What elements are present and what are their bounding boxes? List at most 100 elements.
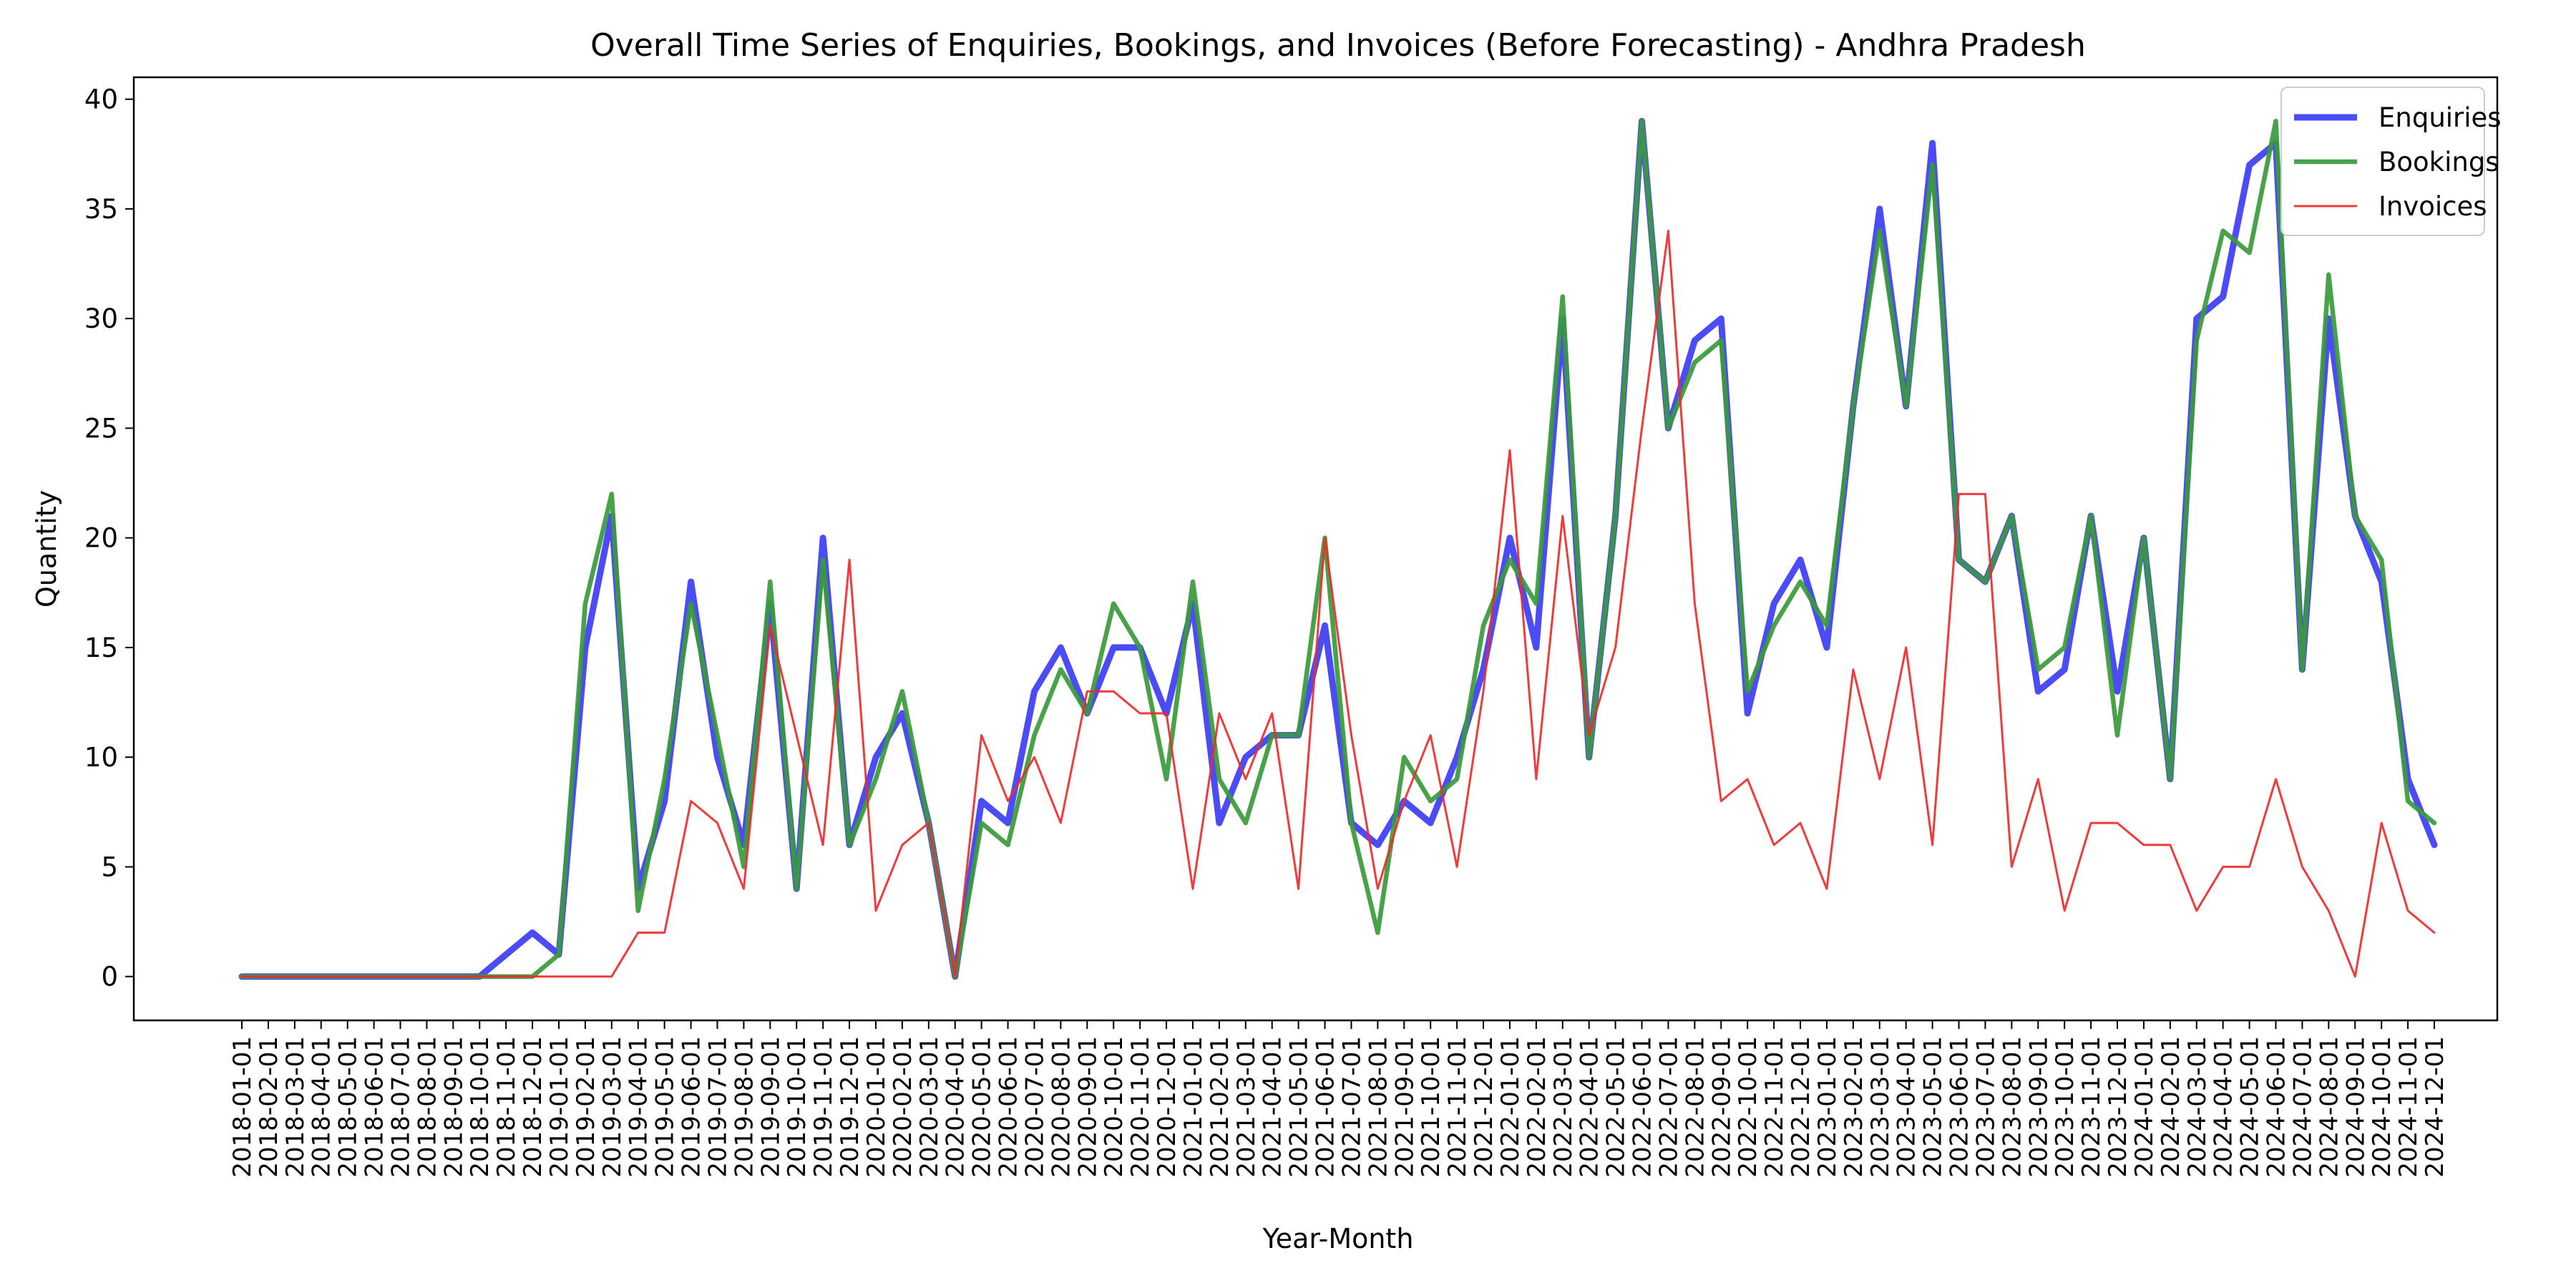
x-tick-label: 2020-02-01 [889,1036,917,1178]
x-tick-label: 2022-08-01 [1681,1036,1709,1178]
x-tick-label: 2024-10-01 [2368,1036,2396,1178]
chart-title: Overall Time Series of Enquiries, Bookin… [590,27,2086,64]
x-tick-label: 2021-03-01 [1232,1036,1261,1178]
legend-label-enquiries: Enquiries [2379,102,2502,133]
series-line-invoices [240,230,2436,978]
y-tick-label: 20 [84,523,118,554]
x-tick-label: 2023-10-01 [2051,1036,2079,1178]
y-tick-label: 10 [84,742,118,773]
y-axis: 0 5 10 15 20 25 30 35 40 [84,84,134,992]
x-tick-label: 2018-04-01 [308,1036,336,1178]
x-tick-label: 2022-04-01 [1576,1036,1604,1178]
x-tick-label: 2022-05-01 [1602,1036,1631,1178]
x-tick-label: 2023-03-01 [1866,1036,1895,1178]
x-tick-label: 2021-04-01 [1259,1036,1287,1178]
x-tick-label: 2020-03-01 [915,1036,944,1178]
x-tick-label: 2023-02-01 [1840,1036,1868,1178]
x-tick-label: 2022-03-01 [1549,1036,1578,1178]
x-tick-label: 2022-02-01 [1523,1036,1551,1178]
x-tick-label: 2019-11-01 [809,1036,838,1178]
x-tick-label: 2019-10-01 [783,1036,811,1178]
x-tick-label: 2019-12-01 [836,1036,864,1178]
x-tick-label: 2023-08-01 [1998,1036,2026,1178]
series-line-enquiries [238,117,2438,980]
x-tick-label: 2024-09-01 [2341,1036,2370,1178]
x-tick-label: 2023-06-01 [1946,1036,1974,1178]
x-tick-label: 2020-01-01 [862,1036,891,1178]
x-tick-label: 2022-09-01 [1707,1036,1736,1178]
series-line-bookings [239,119,2437,979]
x-tick-label: 2018-10-01 [466,1036,494,1178]
legend-label-invoices: Invoices [2379,191,2487,222]
y-tick-label: 25 [84,413,118,444]
x-tick-label: 2018-08-01 [413,1036,441,1178]
x-tick-label: 2022-10-01 [1734,1036,1762,1178]
x-tick-label: 2020-05-01 [968,1036,997,1178]
x-tick-label: 2020-10-01 [1100,1036,1128,1178]
x-tick-label: 2023-05-01 [1919,1036,1948,1178]
x-axis-label: Year-Month [1262,1223,1414,1254]
x-tick-label: 2018-12-01 [519,1036,547,1178]
x-tick-label: 2020-08-01 [1047,1036,1075,1178]
x-tick-label: 2023-01-01 [1813,1036,1842,1178]
y-tick-label: 0 [101,962,118,992]
x-tick-label: 2018-11-01 [492,1036,521,1178]
x-tick-label: 2020-09-01 [1073,1036,1102,1178]
x-tick-label: 2018-03-01 [281,1036,310,1178]
x-tick-label: 2024-02-01 [2157,1036,2185,1178]
y-tick-label: 35 [84,194,118,225]
x-tick-label: 2021-01-01 [1179,1036,1208,1178]
series-layer [238,117,2438,980]
x-tick-label: 2022-12-01 [1787,1036,1815,1178]
x-tick-label: 2019-01-01 [545,1036,574,1178]
x-tick-label: 2019-04-01 [625,1036,653,1178]
legend-items: Enquiries Bookings Invoices [2294,102,2502,222]
x-tick-label: 2021-10-01 [1417,1036,1445,1178]
legend-label-bookings: Bookings [2379,147,2499,177]
y-axis-label: Quantity [31,490,62,608]
x-tick-label: 2024-05-01 [2236,1036,2265,1178]
x-tick-label: 2020-04-01 [942,1036,970,1178]
x-tick-label: 2019-09-01 [756,1036,785,1178]
x-tick-label: 2019-08-01 [730,1036,758,1178]
x-tick-label: 2021-06-01 [1312,1036,1340,1178]
plot-background [134,77,2497,1020]
x-axis: 2018-01-012018-02-012018-03-012018-04-01… [228,1020,2449,1178]
x-tick-label: 2023-07-01 [1971,1036,2000,1178]
x-tick-label: 2024-03-01 [2183,1036,2212,1178]
x-tick-label: 2024-06-01 [2263,1036,2291,1178]
x-tick-label: 2021-05-01 [1285,1036,1314,1178]
x-tick-label: 2022-01-01 [1496,1036,1525,1178]
x-tick-label: 2023-12-01 [2104,1036,2132,1178]
x-tick-label: 2019-02-01 [572,1036,600,1178]
x-tick-label: 2023-09-01 [2024,1036,2053,1178]
x-tick-label: 2020-06-01 [995,1036,1023,1178]
x-tick-label: 2024-04-01 [2210,1036,2238,1178]
plot-frame [132,76,2499,1022]
x-tick-label: 2024-01-01 [2130,1036,2159,1178]
x-tick-label: 2019-03-01 [598,1036,627,1178]
x-tick-label: 2020-11-01 [1126,1036,1155,1178]
x-tick-label: 2023-11-01 [2077,1036,2106,1178]
y-tick-label: 15 [84,633,118,663]
x-tick-label: 2019-07-01 [703,1036,732,1178]
legend: Enquiries Bookings Invoices [2280,87,2502,236]
x-tick-label: 2018-09-01 [439,1036,468,1178]
x-tick-label: 2021-12-01 [1470,1036,1498,1178]
x-tick-label: 2018-01-01 [228,1036,257,1178]
y-tick-label: 5 [101,852,118,882]
x-tick-label: 2019-06-01 [678,1036,706,1178]
x-tick-label: 2021-09-01 [1390,1036,1419,1178]
x-tick-label: 2023-04-01 [1893,1036,1921,1178]
x-tick-label: 2024-12-01 [2421,1036,2449,1178]
legend-box [2280,87,2485,236]
x-tick-label: 2024-07-01 [2288,1036,2317,1178]
x-tick-label: 2020-12-01 [1153,1036,1181,1178]
x-tick-label: 2024-08-01 [2315,1036,2343,1178]
x-tick-label: 2021-07-01 [1337,1036,1366,1178]
x-tick-label: 2018-06-01 [361,1036,389,1178]
x-tick-label: 2018-07-01 [386,1036,415,1178]
x-tick-label: 2022-11-01 [1760,1036,1789,1178]
x-tick-label: 2018-05-01 [334,1036,363,1178]
